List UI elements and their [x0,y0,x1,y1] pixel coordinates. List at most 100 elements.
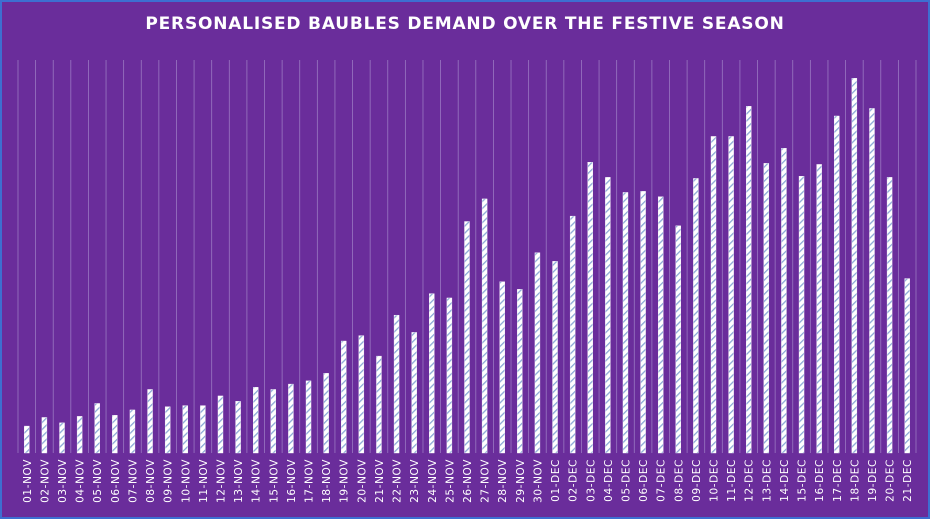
x-tick-label: 05-DEC [620,459,632,502]
bar-16-dec [816,164,822,454]
bar-20-dec [886,177,893,454]
bar-06-dec [640,191,646,454]
bar-21-dec [904,278,910,454]
x-tick-label: 02-DEC [568,459,580,502]
bar-11-nov [200,405,206,454]
x-tick-label: 16-DEC [814,459,826,502]
bar-21-nov [376,355,382,454]
x-tick-label: 01-NOV [22,459,34,503]
x-tick-label: 24-NOV [427,459,439,503]
x-tick-label: 11-NOV [198,459,210,503]
bar-08-dec [675,225,681,454]
bar-19-nov [341,340,347,454]
x-tick-label: 15-DEC [797,459,809,502]
x-tick-label: 07-NOV [127,459,139,503]
bar-07-dec [657,196,664,454]
bar-09-dec [693,178,699,454]
x-tick-label: 21-NOV [374,459,386,503]
x-tick-label: 03-NOV [57,459,69,503]
bar-12-nov [217,395,224,454]
x-tick-label: 09-DEC [691,459,703,502]
x-tick-label: 19-NOV [339,459,351,503]
x-tick-label: 19-DEC [867,459,879,502]
x-tick-label: 21-DEC [902,459,914,502]
chart-title: PERSONALISED BAUBLES DEMAND OVER THE FES… [145,14,785,34]
bar-01-dec [552,261,558,454]
bar-22-nov [393,314,400,454]
bar-02-dec [569,215,576,454]
bar-13-nov [235,401,241,454]
x-tick-label: 22-NOV [392,459,404,503]
bar-28-nov [499,281,505,454]
x-tick-label: 13-DEC [761,459,773,502]
x-tick-label: 30-NOV [532,459,544,503]
bar-02-nov [41,417,48,454]
gridlines [17,60,917,453]
x-tick-label: 12-DEC [744,459,756,502]
x-tick-label: 17-DEC [832,459,844,502]
x-tick-label: 20-NOV [356,459,368,503]
bar-18-dec [851,78,858,454]
x-tick-label: 29-NOV [515,459,527,503]
x-tick-label: 11-DEC [726,459,738,502]
x-tick-label: 14-DEC [779,459,791,502]
x-tick-label: 08-NOV [145,459,157,503]
x-tick-label: 01-DEC [550,459,562,502]
x-tick-label: 26-NOV [462,459,474,503]
bar-13-dec [763,163,770,454]
bar-27-nov [481,198,488,454]
bar-14-nov [253,387,259,454]
bar-18-nov [323,373,329,454]
x-tick-label: 17-NOV [304,459,316,503]
x-tick-label: 18-DEC [849,459,861,502]
bar-01-nov [24,425,30,454]
bar-17-dec [834,115,840,454]
bar-03-nov [59,422,65,454]
x-tick-label: 10-DEC [709,459,721,502]
bar-10-nov [182,405,188,454]
x-tick-label: 08-DEC [673,459,685,502]
bar-03-dec [587,162,593,454]
bar-06-nov [112,415,118,454]
bar-24-nov [429,293,435,454]
bar-09-nov [164,406,171,454]
x-tick-label: 27-NOV [480,459,492,503]
x-tick-label: 20-DEC [885,459,897,502]
x-tick-label: 23-NOV [409,459,421,503]
x-tick-label: 12-NOV [215,459,227,503]
x-tick-labels: 01-NOV 02-NOV 03-NOV 04-NOV 05-NOV 06-NOV 07-N… [22,459,914,503]
bars [24,78,910,454]
x-tick-label: 04-DEC [603,459,615,502]
bar-20-nov [358,335,365,454]
x-tick-label: 04-NOV [75,459,87,503]
bar-05-dec [622,192,629,454]
bar-30-nov [534,252,541,454]
x-tick-label: 28-NOV [497,459,509,503]
x-tick-label: 02-NOV [39,459,51,503]
bar-04-dec [605,177,611,454]
bar-15-dec [798,176,805,454]
bar-12-dec [746,106,752,454]
bar-25-nov [446,297,453,454]
bar-29-nov [517,289,523,454]
x-tick-label: 16-NOV [286,459,298,503]
bar-16-nov [288,383,294,454]
bar-10-dec [710,136,717,454]
x-tick-label: 25-NOV [444,459,456,503]
x-tick-label: 06-DEC [638,459,650,502]
bar-23-nov [411,332,417,454]
x-tick-label: 14-NOV [251,459,263,503]
bar-11-dec [728,136,734,454]
x-tick-label: 10-NOV [180,459,192,503]
x-tick-label: 13-NOV [233,459,245,503]
bar-07-nov [129,409,136,454]
x-tick-label: 18-NOV [321,459,333,503]
x-tick-label: 09-NOV [163,459,175,503]
bar-04-nov [76,416,83,454]
bar-14-dec [781,148,787,454]
bar-19-dec [869,108,875,454]
x-tick-label: 07-DEC [656,459,668,502]
bar-05-nov [94,403,100,454]
